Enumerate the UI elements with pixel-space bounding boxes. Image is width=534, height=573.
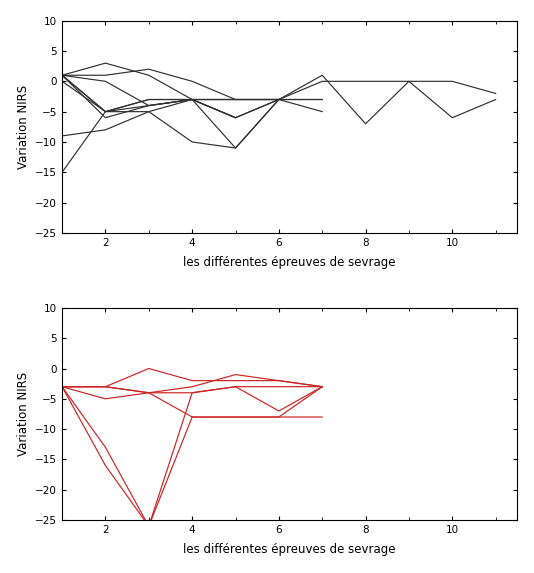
Y-axis label: Variation NIRS: Variation NIRS (17, 85, 30, 169)
X-axis label: les différentes épreuves de sevrage: les différentes épreuves de sevrage (184, 256, 396, 269)
X-axis label: les différentes épreuves de sevrage: les différentes épreuves de sevrage (184, 543, 396, 556)
Y-axis label: Variation NIRS: Variation NIRS (17, 372, 30, 456)
